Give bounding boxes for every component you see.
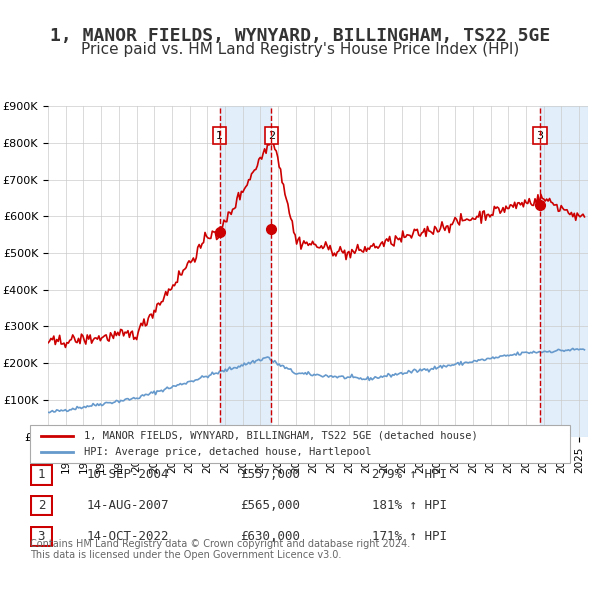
Text: 279% ↑ HPI: 279% ↑ HPI: [372, 468, 447, 481]
Text: 3: 3: [38, 530, 45, 543]
Text: Price paid vs. HM Land Registry's House Price Index (HPI): Price paid vs. HM Land Registry's House …: [81, 42, 519, 57]
Text: 181% ↑ HPI: 181% ↑ HPI: [372, 499, 447, 512]
FancyBboxPatch shape: [31, 496, 52, 515]
Bar: [220, 106, 271, 437]
FancyBboxPatch shape: [31, 466, 52, 484]
Text: 1, MANOR FIELDS, WYNYARD, BILLINGHAM, TS22 5GE (detached house): 1, MANOR FIELDS, WYNYARD, BILLINGHAM, TS…: [84, 431, 478, 441]
Text: 2: 2: [38, 499, 45, 512]
Text: 1: 1: [216, 130, 223, 140]
Text: Contains HM Land Registry data © Crown copyright and database right 2024.
This d: Contains HM Land Registry data © Crown c…: [30, 539, 410, 560]
Text: £565,000: £565,000: [240, 499, 300, 512]
Text: 3: 3: [536, 130, 544, 140]
Text: £557,000: £557,000: [240, 468, 300, 481]
Text: 171% ↑ HPI: 171% ↑ HPI: [372, 530, 447, 543]
Text: 14-OCT-2022: 14-OCT-2022: [87, 530, 170, 543]
FancyBboxPatch shape: [30, 425, 570, 463]
Text: HPI: Average price, detached house, Hartlepool: HPI: Average price, detached house, Hart…: [84, 447, 371, 457]
Text: £630,000: £630,000: [240, 530, 300, 543]
Text: 1, MANOR FIELDS, WYNYARD, BILLINGHAM, TS22 5GE: 1, MANOR FIELDS, WYNYARD, BILLINGHAM, TS…: [50, 27, 550, 45]
Text: 2: 2: [268, 130, 275, 140]
Text: 1: 1: [38, 468, 45, 481]
Text: 14-AUG-2007: 14-AUG-2007: [87, 499, 170, 512]
Bar: [540, 106, 588, 437]
Text: 10-SEP-2004: 10-SEP-2004: [87, 468, 170, 481]
FancyBboxPatch shape: [31, 527, 52, 546]
